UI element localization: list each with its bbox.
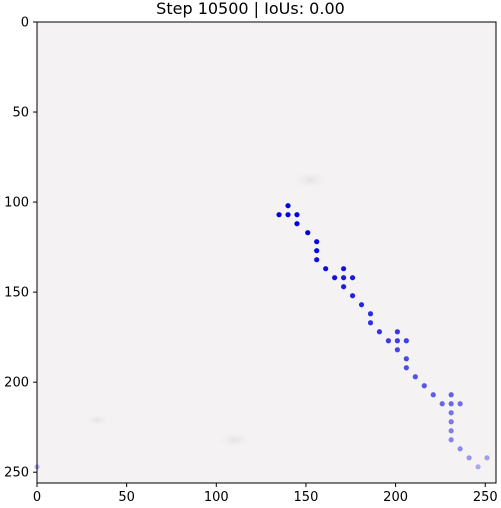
data-point [484, 455, 490, 461]
y-tick-label: 150 [4, 286, 29, 301]
data-point [466, 455, 472, 461]
data-point [314, 239, 320, 245]
y-tick-label: 200 [4, 376, 29, 391]
data-point [403, 365, 409, 371]
x-tick-label: 150 [294, 490, 319, 505]
data-point [349, 275, 356, 281]
x-tick-label: 200 [383, 490, 408, 505]
data-point [394, 338, 400, 344]
data-point [403, 356, 409, 362]
data-point [403, 338, 409, 344]
data-point [340, 284, 347, 290]
y-tick-label: 50 [12, 106, 29, 121]
data-point [340, 275, 347, 281]
data-point [448, 401, 454, 407]
data-point [367, 320, 374, 326]
data-point [305, 230, 311, 236]
y-tick-label: 250 [4, 466, 29, 481]
data-point [294, 212, 300, 218]
x-tick-label: 250 [473, 490, 498, 505]
x-tick-label: 0 [33, 490, 41, 505]
data-point [314, 248, 320, 254]
data-point [448, 437, 454, 443]
data-point [358, 302, 365, 308]
x-tick-label: 50 [118, 490, 135, 505]
data-point [285, 212, 291, 218]
data-point [314, 257, 320, 263]
data-point [285, 203, 291, 209]
data-point [349, 293, 356, 299]
data-point [457, 446, 463, 452]
data-point [448, 392, 454, 398]
background-smudge [83, 414, 111, 426]
data-point [367, 311, 374, 317]
background-smudge [216, 431, 252, 449]
x-tick-label: 100 [204, 490, 229, 505]
plot-background [37, 22, 496, 483]
plot-frame [36, 21, 497, 484]
data-point [376, 329, 383, 335]
data-point [421, 383, 427, 389]
data-point [340, 266, 347, 272]
data-point [323, 266, 329, 272]
x-axis: 0 50 100 150 200 250 [33, 483, 498, 505]
data-point [430, 392, 436, 398]
y-tick-label: 0 [21, 16, 29, 31]
data-point [448, 410, 454, 416]
data-point [394, 329, 400, 335]
y-tick-label: 100 [4, 196, 29, 211]
chart-title: Step 10500 | IoUs: 0.00 [156, 0, 345, 18]
data-point [457, 401, 463, 407]
data-point [294, 221, 300, 227]
data-point [448, 419, 454, 425]
scatter-points [34, 203, 490, 470]
data-point [448, 428, 454, 434]
data-point [394, 347, 400, 353]
data-point [412, 374, 418, 380]
data-point [439, 401, 445, 407]
background-smudge [290, 170, 330, 190]
data-point [332, 275, 338, 281]
data-point [276, 212, 282, 218]
y-axis: 0 50 100 150 200 250 [4, 16, 37, 481]
data-point [385, 338, 392, 344]
data-point [475, 464, 481, 470]
